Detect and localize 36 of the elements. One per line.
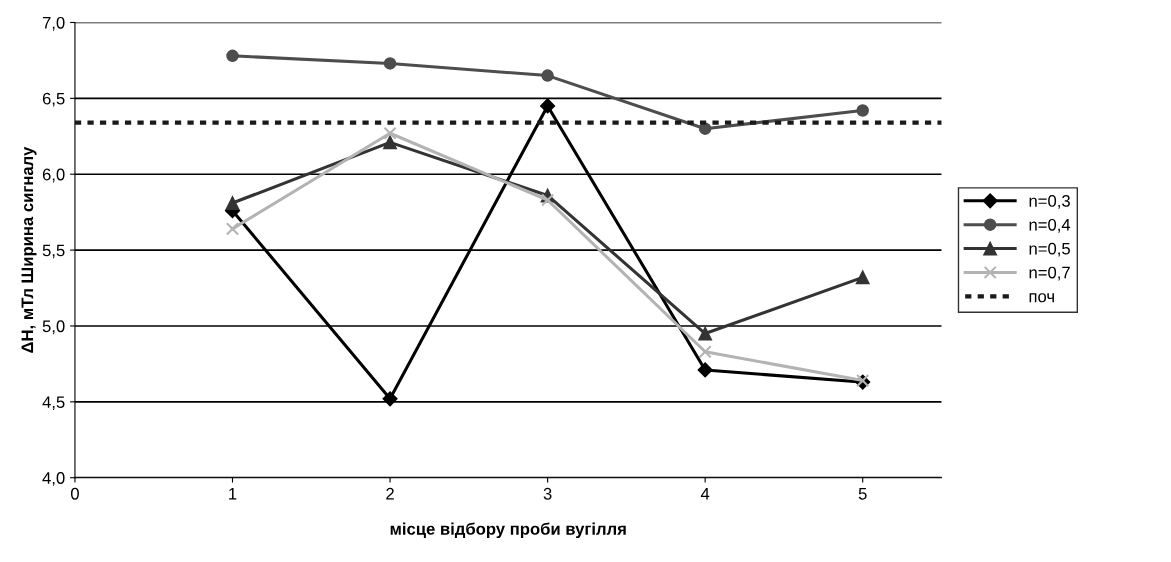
point (541, 193, 555, 207)
point (382, 391, 398, 407)
point (855, 270, 870, 285)
point (697, 362, 713, 378)
legend-label: n=0,4 (1029, 218, 1071, 233)
point (698, 122, 712, 135)
point (856, 104, 869, 117)
legend-label: n=0,5 (1029, 242, 1070, 257)
legend-label: n=0,7 (1029, 266, 1070, 281)
x-tick-label: 1 (229, 488, 237, 500)
point (225, 222, 240, 236)
y-tick-label: 5,5 (42, 244, 65, 259)
legend-label: поч (1029, 293, 1054, 303)
point (698, 326, 713, 341)
x-tick-label: 2 (386, 487, 394, 500)
x-axis-title: місце відбору проби вугілля (390, 522, 626, 539)
point (225, 196, 240, 210)
y-tick-label: 7,0 (42, 16, 65, 31)
point (540, 98, 556, 114)
y-tick-label: 6,5 (42, 92, 65, 107)
y-axis-title: ΔH, мТл Ширина сигналу (21, 146, 37, 353)
x-tick-label: 0 (70, 487, 79, 500)
point (383, 57, 397, 70)
legend-label: n=0,3 (1029, 195, 1070, 209)
point (698, 345, 712, 359)
point (383, 126, 397, 140)
y-tick-label: 4,0 (42, 472, 65, 486)
point (383, 135, 397, 150)
y-tick-label: 5,0 (42, 320, 65, 335)
point (226, 49, 239, 63)
y-tick-label: 6,0 (42, 168, 65, 183)
point (541, 69, 554, 82)
x-tick-label: 4 (700, 488, 710, 500)
y-tick-label: 4,5 (42, 396, 65, 410)
x-tick-label: 5 (858, 488, 867, 500)
x-tick-label: 3 (543, 487, 552, 500)
